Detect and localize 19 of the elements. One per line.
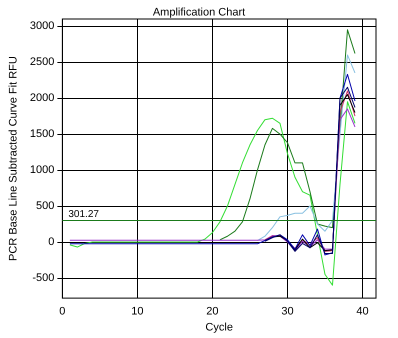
y-tick-label: 0 xyxy=(48,236,54,248)
y-tick-label: 2500 xyxy=(30,56,54,68)
y-tick-label: -500 xyxy=(32,272,54,284)
y-tick-label: 3000 xyxy=(30,20,54,32)
x-tick-label: 30 xyxy=(281,306,294,318)
y-tick-label: 1500 xyxy=(30,128,54,140)
x-tick-label: 20 xyxy=(206,306,219,318)
x-axis-title: Cycle xyxy=(205,322,233,334)
ref-line-label: 301.27 xyxy=(68,208,100,220)
y-axis-title: PCR Base Line Subtracted Curve Fit RFU xyxy=(8,56,20,261)
x-tick-label: 10 xyxy=(131,306,144,318)
x-tick-label: 40 xyxy=(356,306,369,318)
x-tick-label: 0 xyxy=(59,306,66,318)
line-series xyxy=(69,101,356,286)
y-tick-label: 2000 xyxy=(30,92,54,104)
y-tick-label: 1000 xyxy=(30,164,54,176)
chart-title: Amplification Chart xyxy=(152,6,246,18)
y-tick-label: 500 xyxy=(36,200,54,212)
line-series xyxy=(256,54,356,242)
